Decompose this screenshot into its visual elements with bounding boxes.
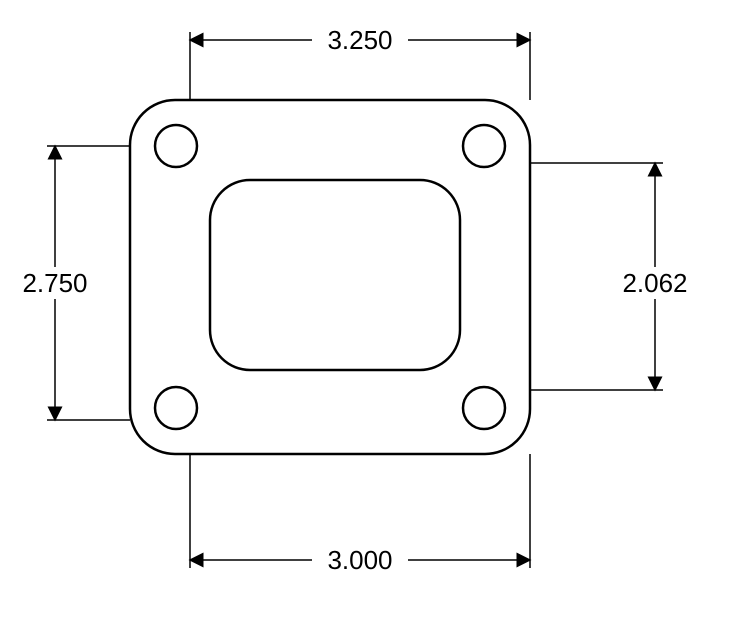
engineering-drawing: 3.250 3.000 2.750 2.062 (0, 0, 746, 620)
dimension-left: 2.750 (13, 146, 130, 420)
bolt-holes (155, 125, 505, 429)
bolt-hole-2 (155, 387, 197, 429)
dimension-bottom-value: 3.000 (327, 545, 392, 575)
bolt-hole-1 (463, 125, 505, 167)
dimension-right-value: 2.062 (622, 268, 687, 298)
dimension-left-value: 2.750 (22, 268, 87, 298)
dimension-top-value: 3.250 (327, 25, 392, 55)
flange-inner-cutout (210, 180, 460, 370)
bolt-hole-3 (463, 387, 505, 429)
dimension-bottom: 3.000 (190, 454, 530, 575)
dimension-top: 3.250 (190, 25, 530, 100)
dimension-right: 2.062 (530, 163, 697, 390)
bolt-hole-0 (155, 125, 197, 167)
flange-outer (130, 100, 530, 454)
